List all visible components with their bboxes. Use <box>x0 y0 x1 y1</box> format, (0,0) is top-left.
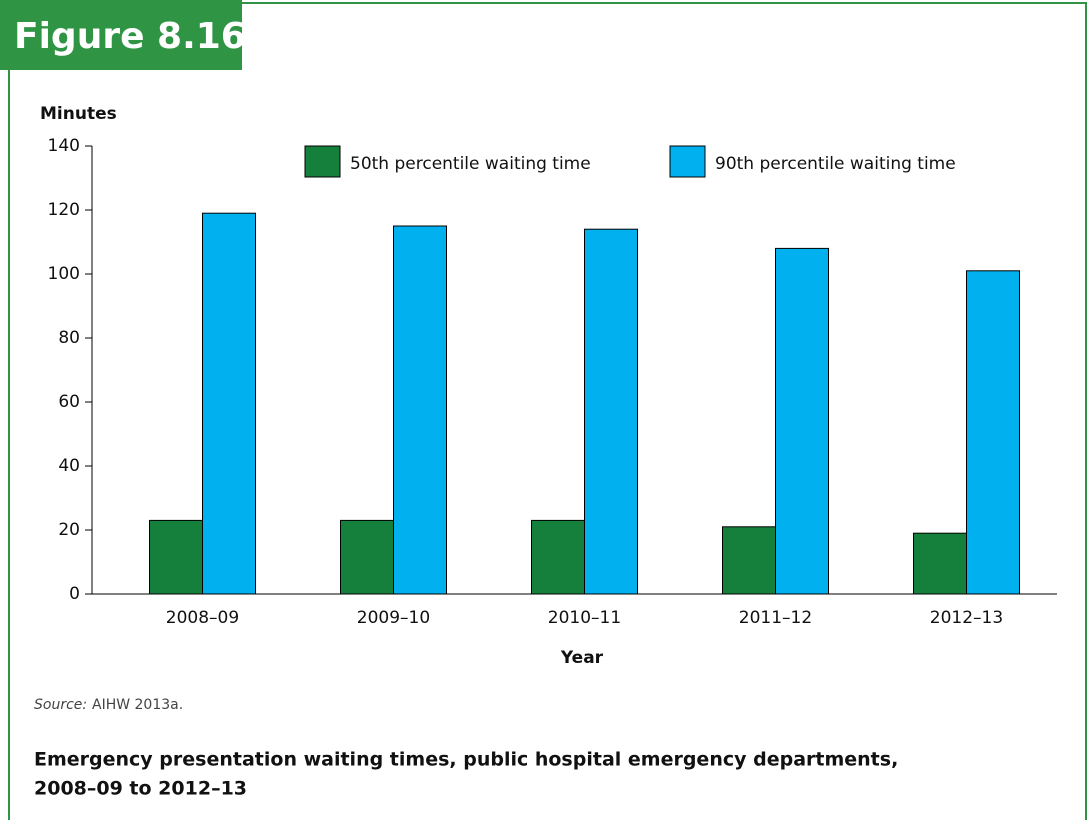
y-tick-label: 120 <box>48 200 80 220</box>
legend-label: 50th percentile waiting time <box>350 154 591 174</box>
y-tick-label: 40 <box>58 456 80 476</box>
y-tick-label: 20 <box>58 520 80 540</box>
x-tick-label: 2012–13 <box>930 608 1003 628</box>
y-tick-label: 60 <box>58 392 80 412</box>
source-label: Source: <box>34 697 87 713</box>
y-tick-label: 0 <box>69 584 80 604</box>
bar <box>202 212 256 595</box>
bar <box>149 519 203 595</box>
x-tick-label: 2009–10 <box>357 608 430 628</box>
x-tick-label: 2008–09 <box>166 608 239 628</box>
caption-line: 2008–09 to 2012–13 <box>34 778 247 800</box>
legend-swatch <box>304 145 341 178</box>
frame <box>8 2 1087 820</box>
y-tick-label: 140 <box>48 136 80 156</box>
bar <box>966 270 1020 595</box>
bar <box>393 225 447 595</box>
figure-label-box <box>0 0 242 70</box>
y-axis-label: Minutes <box>40 104 117 124</box>
legend-swatch <box>669 145 706 178</box>
bar <box>722 526 776 595</box>
caption-line: Emergency presentation waiting times, pu… <box>34 749 898 771</box>
x-axis-label: Year <box>560 648 604 668</box>
bar <box>775 247 829 595</box>
figure-label: Figure 8.16 <box>14 16 246 57</box>
bar <box>584 228 638 595</box>
bar <box>913 532 967 595</box>
bar <box>340 519 394 595</box>
legend-label: 90th percentile waiting time <box>715 154 956 174</box>
y-tick-label: 100 <box>48 264 80 284</box>
x-tick-label: 2010–11 <box>548 608 621 628</box>
bar <box>531 519 585 595</box>
x-tick-label: 2011–12 <box>739 608 812 628</box>
y-tick-label: 80 <box>58 328 80 348</box>
source: AIHW 2013a. <box>92 697 183 713</box>
